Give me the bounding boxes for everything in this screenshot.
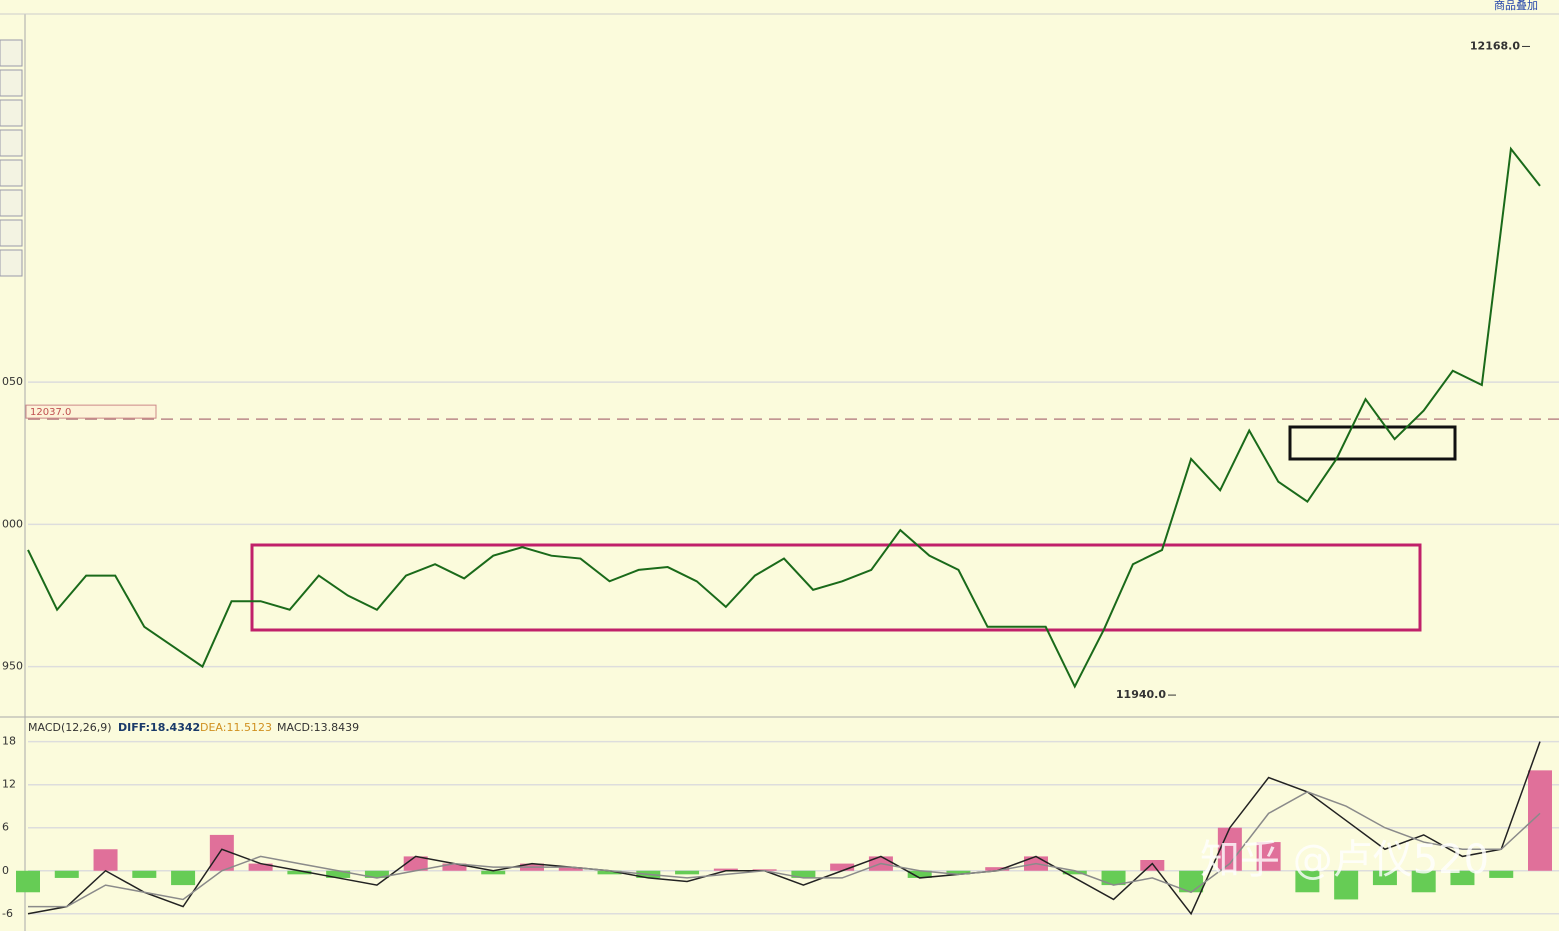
- tool-button[interactable]: [0, 249, 23, 277]
- tool-button[interactable]: [0, 189, 23, 217]
- tool-button[interactable]: [0, 99, 23, 127]
- watermark: 知乎 @卢仪520: [1200, 837, 1489, 883]
- macd-bar: [1101, 870, 1126, 886]
- y-tick-label: -6: [2, 907, 13, 920]
- macd-bar: [791, 870, 816, 878]
- tool-button[interactable]: [0, 39, 23, 67]
- macd-title: MACD(12,26,9): [28, 721, 112, 734]
- macd-bar: [713, 868, 738, 871]
- macd-bar: [907, 870, 932, 878]
- macd-bar: [1334, 870, 1359, 900]
- range-box: [250, 543, 1422, 632]
- macd-bar: [364, 870, 389, 878]
- tool-button[interactable]: [0, 159, 23, 187]
- reference-label: 12037.0: [30, 407, 71, 418]
- macd-bar: [675, 870, 700, 875]
- macd-bar: [326, 870, 351, 878]
- macd-bar: [1140, 860, 1165, 871]
- y-tick-label: 950: [2, 660, 23, 673]
- legend-macd: MACD:13.8439: [277, 721, 359, 734]
- y-tick-label: 12: [2, 778, 16, 791]
- tool-button[interactable]: [0, 129, 23, 157]
- tool-button[interactable]: [0, 69, 23, 97]
- macd-bar: [1256, 842, 1281, 871]
- macd-bar: [1062, 870, 1087, 875]
- side-toolbar: [0, 39, 23, 277]
- macd-bar: [248, 863, 273, 871]
- macd-bar: [93, 849, 118, 871]
- macd-bar: [558, 867, 583, 871]
- macd-line: [28, 791, 1541, 908]
- y-tick-label: 0: [2, 864, 9, 877]
- legend-diff: DIFF:18.4342: [118, 721, 200, 734]
- macd-bar: [442, 863, 467, 871]
- legend-dea: DEA:11.5123: [200, 721, 272, 734]
- macd-bar: [985, 867, 1010, 871]
- y-tick-label: 6: [2, 821, 9, 834]
- macd-bar: [481, 870, 506, 875]
- annotation-label: 12168.0: [1470, 39, 1520, 52]
- macd-bar: [16, 870, 40, 893]
- macd-bar: [1179, 870, 1204, 893]
- macd-bar: [54, 870, 79, 878]
- macd-bar: [287, 870, 312, 875]
- price-line: [27, 146, 1541, 689]
- macd-bar: [132, 870, 157, 878]
- overlay-button[interactable]: 商品叠加: [1494, 0, 1538, 12]
- reference-label-box: [25, 404, 157, 419]
- macd-line: [27, 741, 1541, 916]
- macd-bar: [1411, 870, 1436, 893]
- tool-button[interactable]: [0, 219, 23, 247]
- macd-bar: [830, 863, 855, 871]
- y-tick-label: 18: [2, 735, 16, 748]
- macd-bar: [1450, 870, 1475, 886]
- y-tick-label: 050: [2, 375, 23, 388]
- annotation-label: 11940.0: [1116, 688, 1166, 701]
- macd-bar: [1489, 870, 1514, 878]
- macd-bar: [171, 870, 196, 886]
- macd-bar: [597, 870, 622, 875]
- macd-bar: [1295, 870, 1320, 893]
- macd-bar: [1372, 870, 1397, 886]
- y-tick-label: 000: [2, 517, 23, 530]
- macd-bar: [946, 870, 971, 875]
- consolidation-box: [1288, 425, 1457, 461]
